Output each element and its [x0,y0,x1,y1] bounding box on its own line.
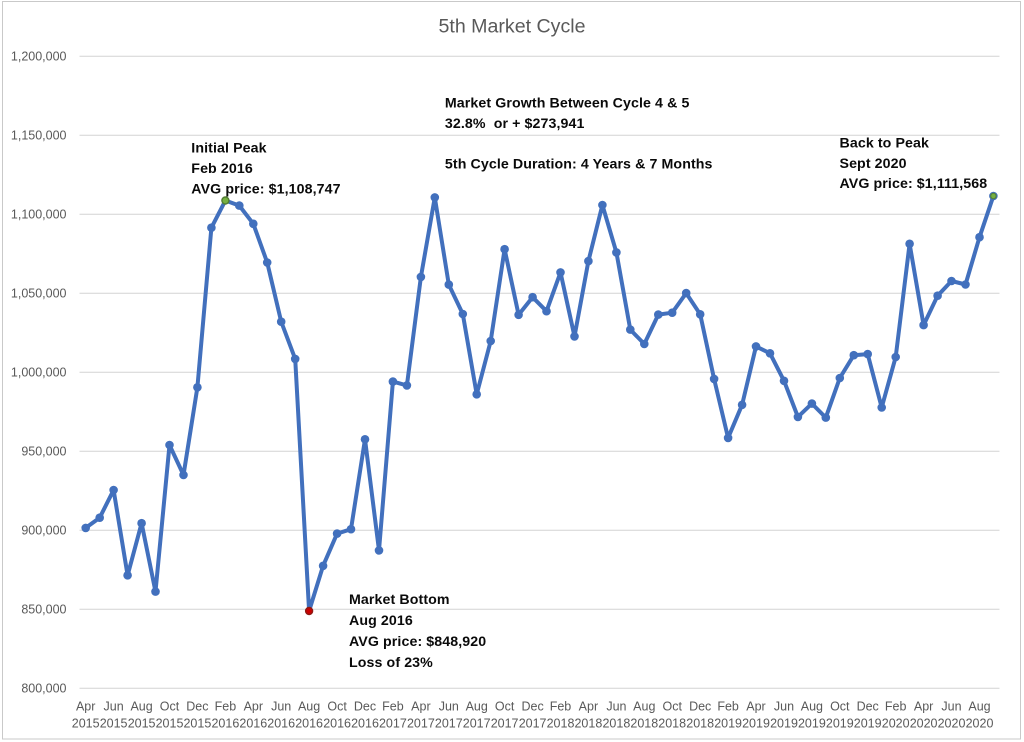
svg-text:Jun: Jun [941,700,961,714]
svg-text:2018: 2018 [547,717,575,731]
svg-text:Aug: Aug [968,700,990,714]
svg-text:2020: 2020 [938,717,966,731]
svg-text:AVG price: $848,920: AVG price: $848,920 [349,634,486,650]
svg-text:Aug: Aug [298,700,320,714]
svg-text:2015: 2015 [100,717,128,731]
svg-text:2017: 2017 [519,717,547,731]
svg-text:Oct: Oct [160,700,180,714]
svg-text:800,000: 800,000 [21,682,66,696]
svg-text:Dec: Dec [354,700,376,714]
svg-text:Oct: Oct [662,700,682,714]
svg-text:Feb: Feb [717,700,739,714]
svg-text:Apr: Apr [914,700,933,714]
svg-text:Apr: Apr [244,700,263,714]
svg-text:Feb: Feb [382,700,404,714]
svg-text:2015: 2015 [72,717,100,731]
svg-text:Dec: Dec [857,700,879,714]
svg-text:Feb 2016: Feb 2016 [191,161,253,177]
svg-text:2018: 2018 [574,717,602,731]
svg-text:1,100,000: 1,100,000 [11,208,67,222]
svg-text:Sept 2020: Sept 2020 [840,156,907,172]
svg-text:Dec: Dec [521,700,543,714]
svg-text:2019: 2019 [854,717,882,731]
svg-text:Loss of 23%: Loss of 23% [349,655,433,671]
svg-text:2016: 2016 [239,717,267,731]
svg-text:Jun: Jun [271,700,291,714]
svg-text:Apr: Apr [411,700,430,714]
svg-text:2016: 2016 [211,717,239,731]
svg-text:Dec: Dec [689,700,711,714]
svg-text:Aug: Aug [801,700,823,714]
svg-text:1,200,000: 1,200,000 [11,50,67,64]
svg-text:Jun: Jun [606,700,626,714]
svg-text:Jun: Jun [774,700,794,714]
svg-text:Jun: Jun [439,700,459,714]
svg-text:5th Cycle Duration: 4 Years &: 5th Cycle Duration: 4 Years & 7 Months [445,157,713,173]
svg-text:2020: 2020 [910,717,938,731]
svg-text:2018: 2018 [686,717,714,731]
svg-text:Apr: Apr [579,700,598,714]
svg-text:Aug: Aug [466,700,488,714]
svg-text:2016: 2016 [351,717,379,731]
svg-text:Back to Peak: Back to Peak [840,136,930,152]
svg-text:2015: 2015 [128,717,156,731]
svg-text:2019: 2019 [714,717,742,731]
svg-text:Oct: Oct [830,700,850,714]
svg-text:2018: 2018 [630,717,658,731]
svg-text:Oct: Oct [495,700,515,714]
svg-text:5th Market Cycle: 5th Market Cycle [438,15,585,37]
svg-text:2019: 2019 [798,717,826,731]
svg-text:Market Bottom: Market Bottom [349,592,450,608]
svg-text:Aug: Aug [130,700,152,714]
svg-text:2017: 2017 [379,717,407,731]
svg-text:1,050,000: 1,050,000 [11,287,67,301]
svg-text:2017: 2017 [463,717,491,731]
svg-text:850,000: 850,000 [21,603,66,617]
svg-text:1,000,000: 1,000,000 [11,366,67,380]
svg-text:Dec: Dec [186,700,208,714]
svg-text:2016: 2016 [267,717,295,731]
svg-text:950,000: 950,000 [21,445,66,459]
svg-text:1,150,000: 1,150,000 [11,129,67,143]
svg-text:2020: 2020 [966,717,994,731]
svg-text:2017: 2017 [435,717,463,731]
svg-text:32.8% or + $273,941: 32.8% or + $273,941 [445,116,585,132]
svg-text:2016: 2016 [295,717,323,731]
svg-text:Apr: Apr [76,700,95,714]
svg-text:Initial Peak: Initial Peak [191,141,266,157]
svg-text:Jun: Jun [104,700,124,714]
svg-text:2018: 2018 [658,717,686,731]
svg-text:2019: 2019 [742,717,770,731]
svg-text:Feb: Feb [550,700,572,714]
svg-text:Feb: Feb [215,700,237,714]
svg-text:2018: 2018 [602,717,630,731]
svg-text:AVG price: $1,111,568: AVG price: $1,111,568 [840,176,988,192]
svg-text:2017: 2017 [407,717,435,731]
svg-text:2015: 2015 [156,717,184,731]
svg-text:AVG price: $1,108,747: AVG price: $1,108,747 [191,181,340,197]
svg-text:2017: 2017 [491,717,519,731]
svg-text:2019: 2019 [770,717,798,731]
svg-text:2015: 2015 [183,717,211,731]
svg-text:Aug: Aug [633,700,655,714]
svg-text:Apr: Apr [746,700,765,714]
svg-text:Oct: Oct [327,700,347,714]
svg-text:Feb: Feb [885,700,907,714]
svg-text:2016: 2016 [323,717,351,731]
svg-text:Market Growth Between Cycle 4: Market Growth Between Cycle 4 & 5 [445,96,690,112]
svg-text:2019: 2019 [826,717,854,731]
svg-text:900,000: 900,000 [21,524,66,538]
svg-text:Aug 2016: Aug 2016 [349,613,413,629]
svg-text:2020: 2020 [882,717,910,731]
